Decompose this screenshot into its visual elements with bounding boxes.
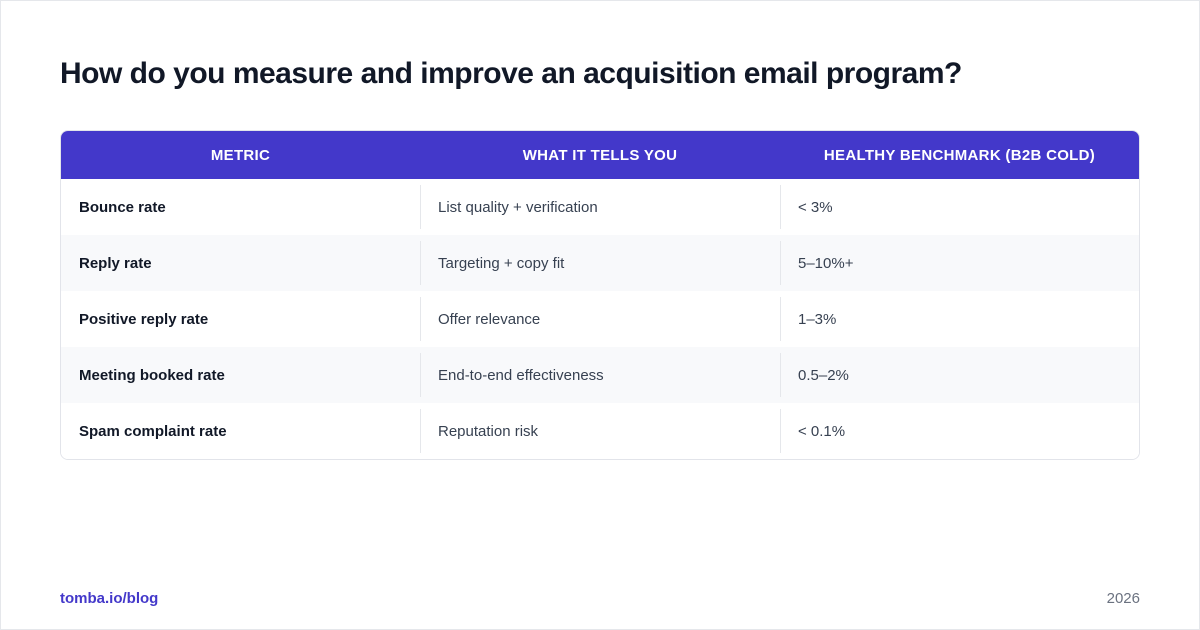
footer-year: 2026 [1106,590,1140,607]
metric-cell: Positive reply rate [79,310,209,328]
metric-cell: Reply rate [79,254,152,272]
benchmark-cell: < 0.1% [780,403,1139,459]
meaning-cell: End-to-end effectiveness [420,347,780,403]
header-healthy-benchmark: HEALTHY BENCHMARK (B2B COLD) [823,146,1096,164]
table-row: Reply rate Targeting + copy fit 5–10%+ [61,235,1139,291]
meaning-cell: List quality + verification [420,179,780,235]
metric-cell: Bounce rate [79,198,166,216]
table-header-row: METRIC WHAT IT TELLS YOU HEALTHY BENCHMA… [61,131,1139,179]
metric-cell: Meeting booked rate [79,366,225,384]
metric-cell: Spam complaint rate [79,422,227,440]
header-what-it-tells-you: WHAT IT TELLS YOU [522,146,678,164]
benchmark-cell: < 3% [780,179,1139,235]
page-title: How do you measure and improve an acquis… [60,57,962,90]
benchmark-cell: 1–3% [780,291,1139,347]
benchmark-cell: 5–10%+ [780,235,1139,291]
metrics-table: METRIC WHAT IT TELLS YOU HEALTHY BENCHMA… [60,130,1140,460]
table-row: Bounce rate List quality + verification … [61,179,1139,235]
meaning-cell: Targeting + copy fit [420,235,780,291]
table-row: Positive reply rate Offer relevance 1–3% [61,291,1139,347]
header-metric: METRIC [210,146,271,164]
table-row: Spam complaint rate Reputation risk < 0.… [61,403,1139,459]
meaning-cell: Reputation risk [420,403,780,459]
benchmark-cell: 0.5–2% [780,347,1139,403]
meaning-cell: Offer relevance [420,291,780,347]
table-row: Meeting booked rate End-to-end effective… [61,347,1139,403]
blog-link[interactable]: tomba.io/blog [60,590,159,607]
